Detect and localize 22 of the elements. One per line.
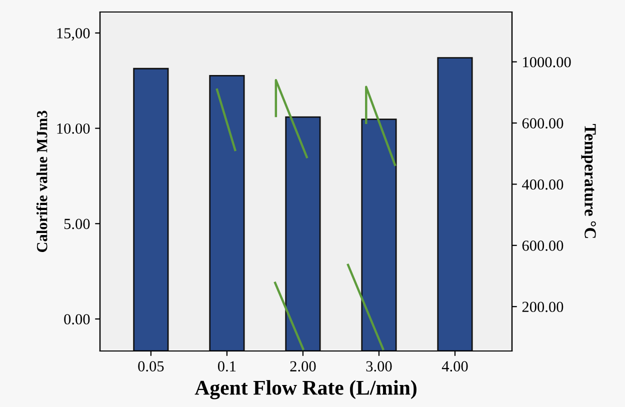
x-axis-title: Agent Flow Rate (L/min) — [194, 380, 416, 400]
y2-axis-title: Temperature °C — [581, 124, 596, 238]
text: 600.00 — [522, 240, 564, 251]
y-axis-title: Calorifie value MJm3 — [36, 110, 48, 252]
text: 600.00 — [522, 118, 564, 129]
y-tick-label: 0.00 — [64, 314, 90, 324]
bar — [437, 57, 473, 351]
bar — [209, 74, 245, 351]
text: 200.00 — [522, 302, 564, 312]
x-tick-label: 0.05 — [138, 361, 164, 372]
bar — [361, 118, 397, 351]
x-tick-label: 2.00 — [290, 361, 316, 372]
y-tick-label: 15,00 — [57, 28, 90, 41]
text: 400.00 — [522, 179, 564, 190]
y-tick-label: 5.00 — [64, 218, 90, 230]
text: 1000.00 — [523, 56, 571, 68]
x-tick-label: 0.1 — [218, 361, 236, 372]
bar — [285, 116, 321, 351]
bar — [133, 68, 169, 351]
x-tick-label: 4.00 — [442, 361, 468, 372]
y-tick-label: 10.00 — [57, 123, 90, 134]
x-tick-label: 3.00 — [366, 361, 392, 372]
